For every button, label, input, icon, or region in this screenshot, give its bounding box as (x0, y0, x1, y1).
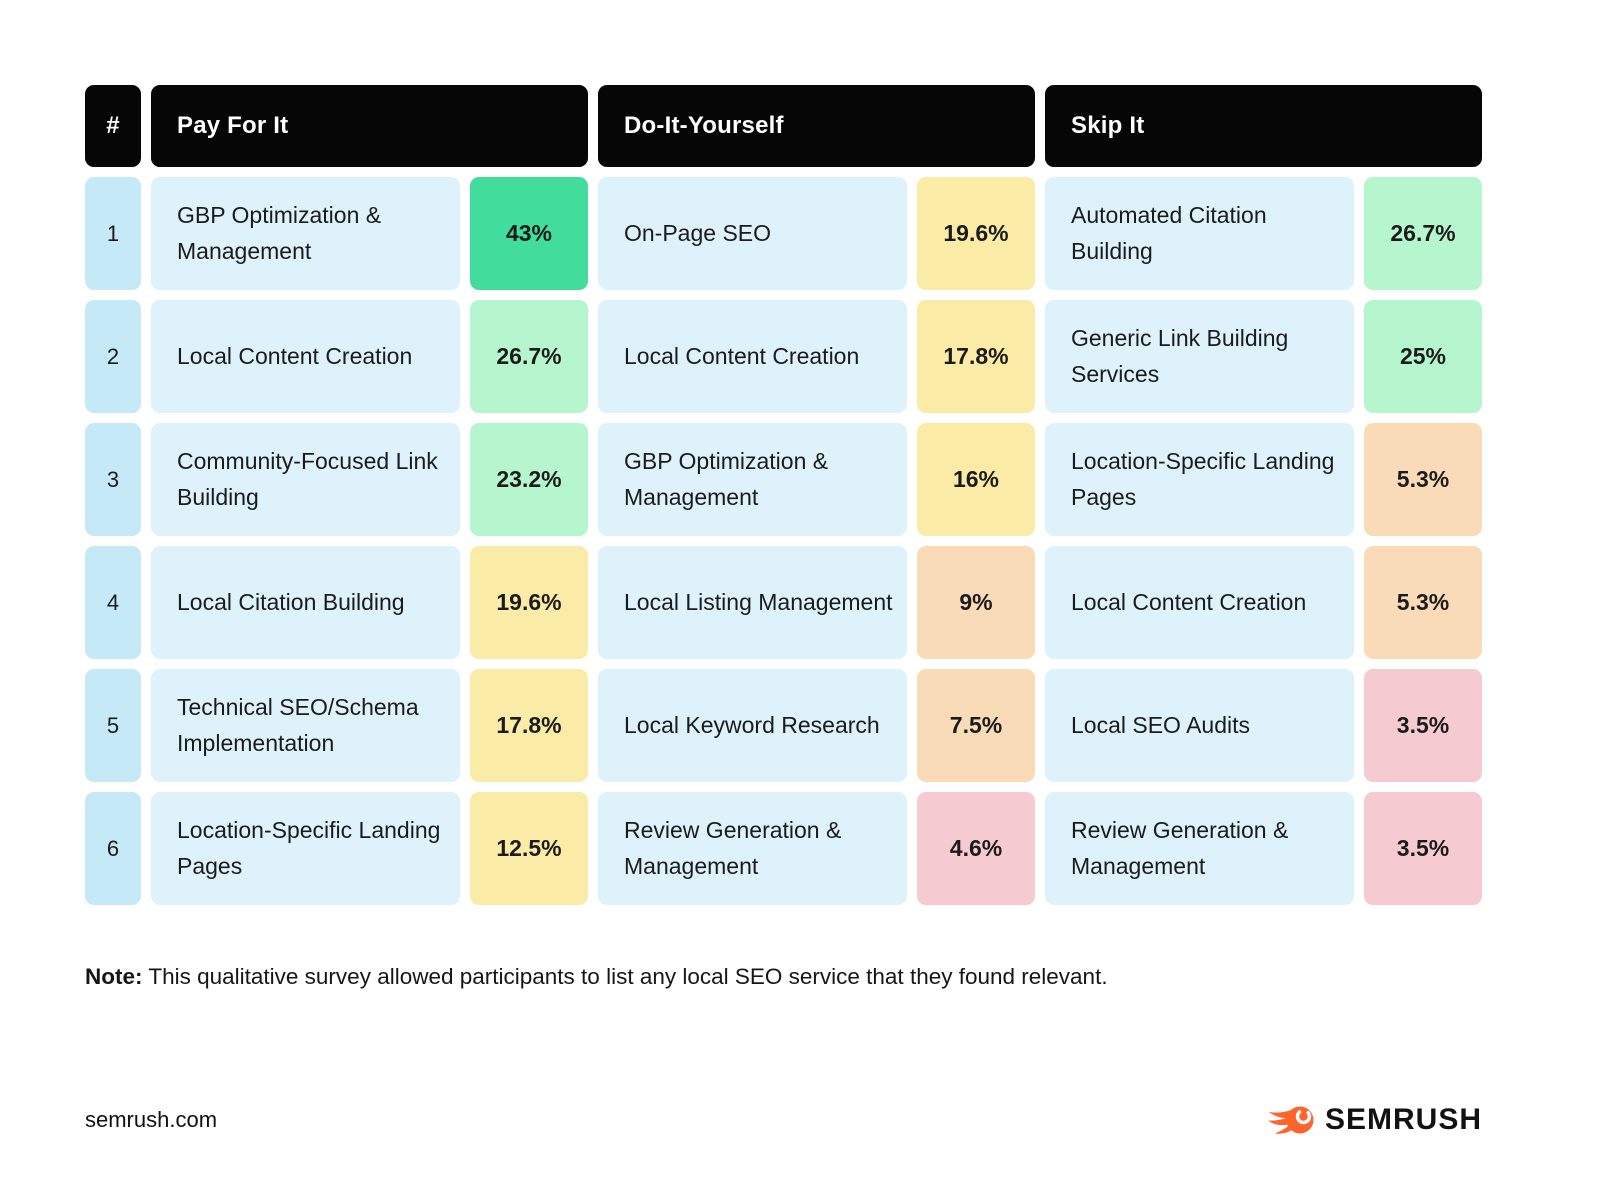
service-label: Technical SEO/Schema Implementation (151, 669, 460, 782)
column-header-number: # (85, 85, 141, 167)
service-label: Local Keyword Research (598, 669, 907, 782)
service-label: Automated Citation Building (1045, 177, 1354, 290)
service-label: On-Page SEO (598, 177, 907, 290)
percentage-cell: 4.6% (917, 792, 1035, 905)
percentage-cell: 3.5% (1364, 669, 1482, 782)
percentage-cell: 16% (917, 423, 1035, 536)
row-number: 4 (85, 546, 141, 659)
column-header-skip-it: Skip It (1045, 85, 1482, 167)
service-label: Location-Specific Landing Pages (1045, 423, 1354, 536)
service-label: Local Citation Building (151, 546, 460, 659)
percentage-cell: 7.5% (917, 669, 1035, 782)
percentage-cell: 26.7% (470, 300, 588, 413)
note-prefix: Note: (85, 963, 143, 989)
footer: semrush.com SEMRUSH (85, 1094, 1482, 1146)
percentage-cell: 17.8% (917, 300, 1035, 413)
site-url: semrush.com (85, 1107, 218, 1132)
percentage-cell: 17.8% (470, 669, 588, 782)
percentage-cell: 9% (917, 546, 1035, 659)
service-label: Local Content Creation (1045, 546, 1354, 659)
service-label: GBP Optimization & Management (151, 177, 460, 290)
row-number: 6 (85, 792, 141, 905)
service-label: Review Generation & Management (1045, 792, 1354, 905)
service-label: GBP Optimization & Management (598, 423, 907, 536)
service-label: Community-Focused Link Building (151, 423, 460, 536)
percentage-cell: 5.3% (1364, 423, 1482, 536)
service-label: Review Generation & Management (598, 792, 907, 905)
semrush-wordmark: SEMRUSH (1324, 1103, 1482, 1136)
local-seo-services-table: # Pay For It Do-It-Yourself Skip It 1 GB… (85, 85, 1482, 905)
percentage-cell: 43% (470, 177, 588, 290)
service-label: Local Content Creation (598, 300, 907, 413)
row-number: 1 (85, 177, 141, 290)
percentage-cell: 19.6% (470, 546, 588, 659)
column-header-pay-for-it: Pay For It (151, 85, 588, 167)
row-number: 3 (85, 423, 141, 536)
service-label: Generic Link Building Services (1045, 300, 1354, 413)
row-number: 5 (85, 669, 141, 782)
survey-note: Note: This qualitative survey allowed pa… (85, 961, 1515, 993)
percentage-cell: 26.7% (1364, 177, 1482, 290)
percentage-cell: 25% (1364, 300, 1482, 413)
percentage-cell: 3.5% (1364, 792, 1482, 905)
column-header-do-it-yourself: Do-It-Yourself (598, 85, 1035, 167)
semrush-logo: SEMRUSH (1267, 1101, 1482, 1139)
percentage-cell: 23.2% (470, 423, 588, 536)
semrush-flame-icon (1267, 1106, 1314, 1134)
service-label: Local SEO Audits (1045, 669, 1354, 782)
service-label: Local Content Creation (151, 300, 460, 413)
note-text: This qualitative survey allowed particip… (142, 963, 1108, 989)
percentage-cell: 12.5% (470, 792, 588, 905)
service-label: Location-Specific Landing Pages (151, 792, 460, 905)
percentage-cell: 5.3% (1364, 546, 1482, 659)
row-number: 2 (85, 300, 141, 413)
percentage-cell: 19.6% (917, 177, 1035, 290)
service-label: Local Listing Management (598, 546, 907, 659)
